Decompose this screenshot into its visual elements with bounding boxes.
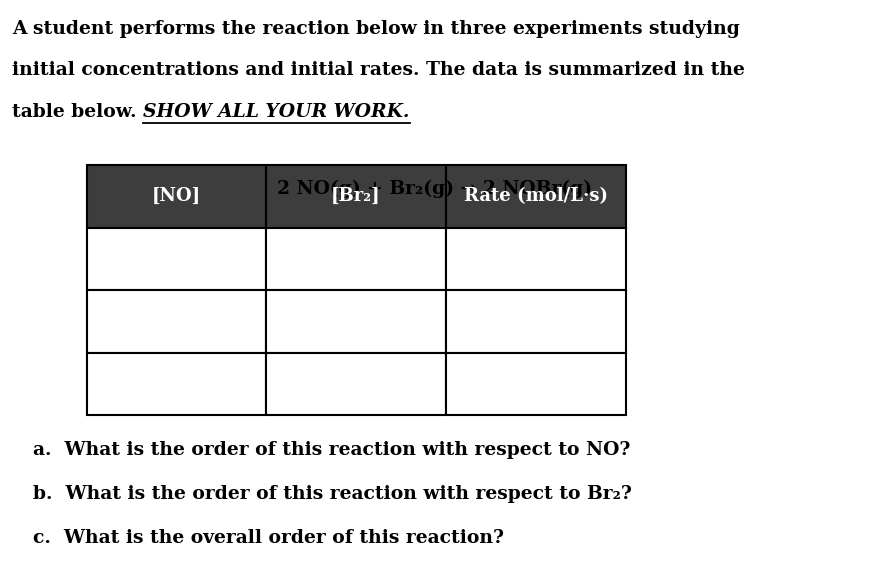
Text: table below.: table below. bbox=[12, 103, 143, 121]
Bar bbox=[446, 353, 626, 415]
Bar bbox=[87, 290, 266, 353]
Text: 1.60: 1.60 bbox=[154, 312, 199, 331]
Bar bbox=[87, 228, 266, 290]
Text: 0.80: 0.80 bbox=[154, 375, 199, 393]
Text: c.  What is the overall order of this reaction?: c. What is the overall order of this rea… bbox=[33, 529, 504, 547]
Text: 0.56: 0.56 bbox=[513, 375, 559, 393]
Text: 0.60: 0.60 bbox=[334, 312, 379, 331]
Bar bbox=[87, 353, 266, 415]
Text: 0.14: 0.14 bbox=[513, 250, 559, 268]
Text: b.  What is the order of this reaction with respect to Br₂?: b. What is the order of this reaction wi… bbox=[33, 485, 632, 503]
Text: [Br₂]: [Br₂] bbox=[331, 187, 381, 205]
Bar bbox=[446, 165, 626, 228]
Text: initial concentrations and initial rates. The data is summarized in the: initial concentrations and initial rates… bbox=[12, 61, 745, 80]
Bar bbox=[87, 165, 266, 228]
Text: a.  What is the order of this reaction with respect to NO?: a. What is the order of this reaction wi… bbox=[33, 441, 630, 459]
Text: Rate (mol/L·s): Rate (mol/L·s) bbox=[464, 187, 607, 205]
Bar bbox=[446, 290, 626, 353]
Bar bbox=[266, 165, 446, 228]
Bar bbox=[266, 290, 446, 353]
Text: SHOW ALL YOUR WORK.: SHOW ALL YOUR WORK. bbox=[143, 103, 409, 121]
Text: 0.28: 0.28 bbox=[513, 312, 559, 331]
Text: 2 NO(g) + Br₂(g) → 2 NOBr(g): 2 NO(g) + Br₂(g) → 2 NOBr(g) bbox=[277, 180, 592, 198]
Bar bbox=[266, 228, 446, 290]
Bar bbox=[266, 353, 446, 415]
Text: A student performs the reaction below in three experiments studying: A student performs the reaction below in… bbox=[12, 20, 740, 38]
Text: 1.20: 1.20 bbox=[333, 375, 379, 393]
Text: [NO]: [NO] bbox=[152, 187, 201, 205]
Bar bbox=[446, 228, 626, 290]
Text: 0.60: 0.60 bbox=[334, 250, 379, 268]
Text: 0.80: 0.80 bbox=[154, 250, 199, 268]
